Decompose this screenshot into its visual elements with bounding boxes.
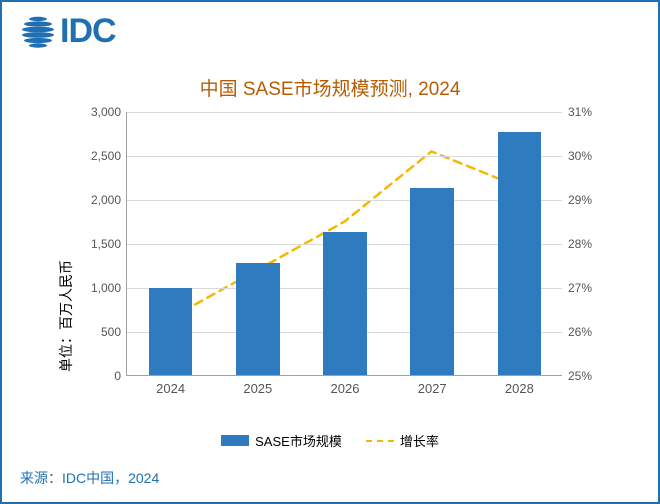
plot-area: 05001,0001,5002,0002,5003,00025%26%27%28… (126, 112, 562, 376)
x-tick: 2025 (243, 375, 272, 396)
y-left-tick: 0 (77, 369, 127, 383)
chart-area: 单位：百万人民币 05001,0001,5002,0002,5003,00025… (74, 112, 614, 408)
y-right-tick: 28% (562, 237, 612, 251)
legend: SASE市场规模 增长率 (2, 431, 658, 450)
x-tick: 2024 (156, 375, 185, 396)
legend-label-line: 增长率 (400, 431, 439, 450)
x-tick: 2026 (331, 375, 360, 396)
y-axis-label: 单位：百万人民币 (56, 260, 76, 372)
y-left-tick: 2,000 (77, 193, 127, 207)
y-left-tick: 1,000 (77, 281, 127, 295)
y-left-tick: 3,000 (77, 105, 127, 119)
y-right-tick: 26% (562, 325, 612, 339)
idc-logo: IDC (20, 12, 116, 51)
y-right-tick: 31% (562, 105, 612, 119)
legend-item-bar: SASE市场规模 (221, 431, 342, 450)
y-left-tick: 500 (77, 325, 127, 339)
x-tick: 2028 (505, 375, 534, 396)
chart-frame: IDC 中国 SASE市场规模预测, 2024 单位：百万人民币 05001,0… (0, 0, 660, 504)
legend-swatch-bar (221, 435, 249, 446)
globe-icon (20, 14, 56, 50)
y-right-tick: 30% (562, 149, 612, 163)
source-text: 来源：IDC中国，2024 (20, 468, 159, 488)
chart-title: 中国 SASE市场规模预测, 2024 (2, 74, 658, 101)
bar (149, 288, 193, 375)
bar (236, 263, 280, 375)
y-right-tick: 25% (562, 369, 612, 383)
y-right-tick: 29% (562, 193, 612, 207)
bar (410, 188, 454, 375)
bar (323, 232, 367, 375)
legend-item-line: 增长率 (366, 431, 439, 450)
y-left-tick: 2,500 (77, 149, 127, 163)
y-right-tick: 27% (562, 281, 612, 295)
y-left-tick: 1,500 (77, 237, 127, 251)
legend-swatch-line (366, 440, 394, 442)
x-tick: 2027 (418, 375, 447, 396)
bar (498, 132, 542, 375)
legend-label-bar: SASE市场规模 (255, 431, 342, 450)
logo-text: IDC (60, 12, 116, 51)
gridline (127, 112, 562, 113)
